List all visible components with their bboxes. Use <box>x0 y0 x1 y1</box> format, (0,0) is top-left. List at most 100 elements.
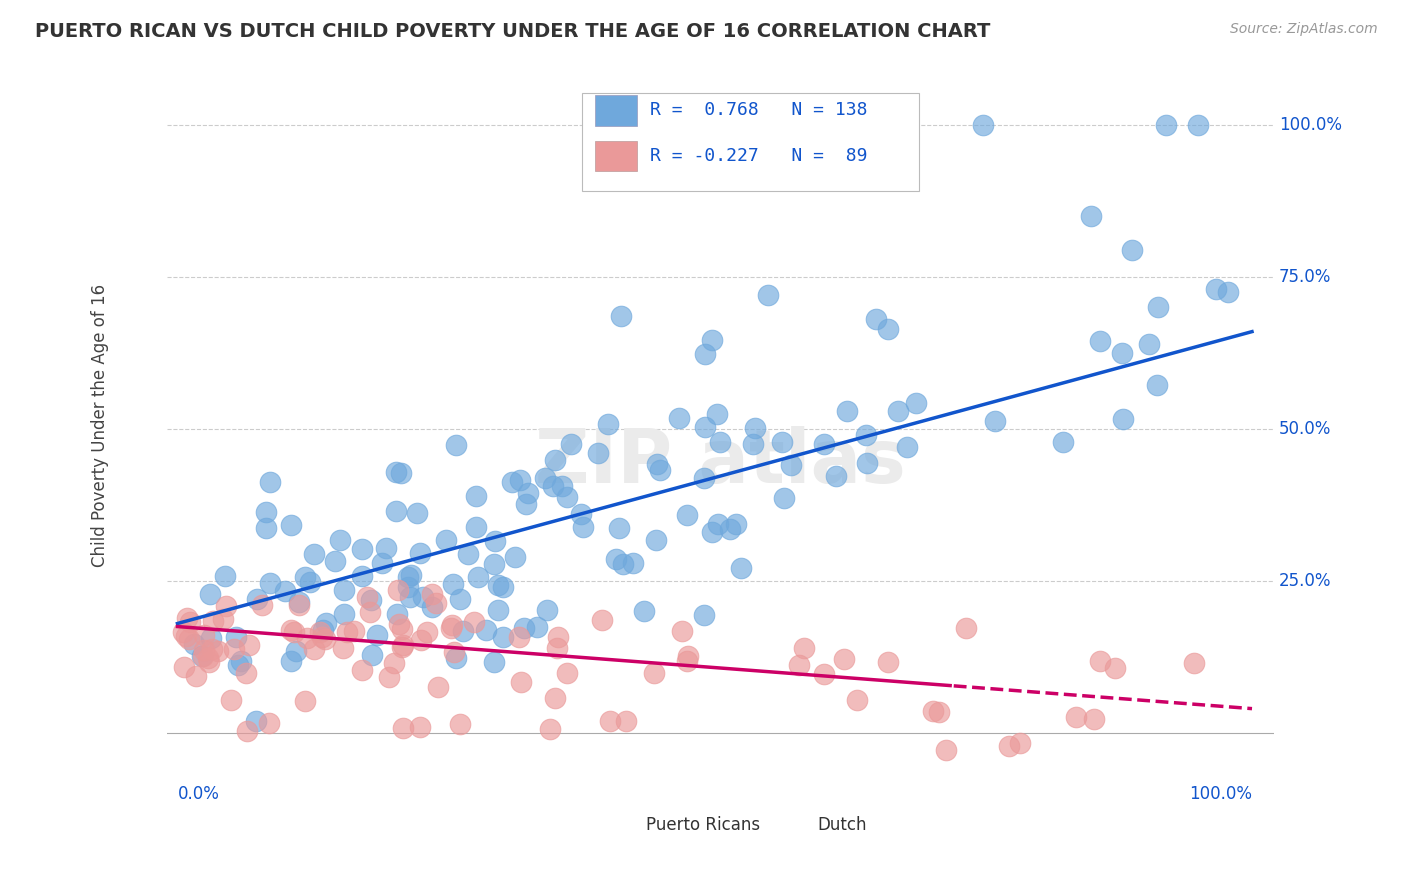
Point <box>225 630 247 644</box>
FancyBboxPatch shape <box>582 93 920 191</box>
Point <box>183 637 205 651</box>
Point <box>224 641 246 656</box>
Point <box>287 598 309 612</box>
Point <box>246 592 269 607</box>
Point <box>284 644 307 658</box>
FancyBboxPatch shape <box>595 141 637 171</box>
Point <box>855 456 877 470</box>
Point <box>709 434 731 449</box>
Text: R = -0.227   N =  89: R = -0.227 N = 89 <box>651 147 868 165</box>
Point <box>813 667 835 681</box>
Point <box>877 655 900 669</box>
Point <box>1104 661 1126 675</box>
Text: 50.0%: 50.0% <box>1279 420 1331 438</box>
Point <box>1147 300 1170 314</box>
Text: Source: ZipAtlas.com: Source: ZipAtlas.com <box>1230 22 1378 37</box>
Point <box>352 663 374 677</box>
Point <box>191 649 214 664</box>
Point <box>254 505 277 519</box>
Point <box>200 642 222 657</box>
Point <box>391 640 413 654</box>
Point <box>198 587 221 601</box>
Point <box>200 631 222 645</box>
Point <box>464 520 486 534</box>
Point <box>294 694 316 708</box>
Text: Dutch: Dutch <box>817 816 868 834</box>
Point <box>1088 654 1111 668</box>
Point <box>463 615 485 629</box>
Point <box>304 642 326 657</box>
Point <box>440 617 463 632</box>
Point <box>922 704 945 718</box>
Point <box>533 471 555 485</box>
Point <box>508 630 530 644</box>
Point <box>546 641 568 656</box>
Point <box>197 655 219 669</box>
Point <box>645 457 668 471</box>
Point <box>557 666 579 681</box>
Point <box>935 742 957 756</box>
Point <box>280 623 302 637</box>
Text: 100.0%: 100.0% <box>1279 116 1341 134</box>
Point <box>387 607 409 622</box>
Point <box>197 651 219 665</box>
Point <box>280 654 302 668</box>
Point <box>193 628 215 642</box>
Point <box>259 576 281 591</box>
Point <box>510 675 533 690</box>
Point <box>427 680 450 694</box>
Point <box>201 614 224 628</box>
Point <box>526 620 548 634</box>
Point <box>793 641 815 656</box>
Point <box>283 625 305 640</box>
Point <box>254 521 277 535</box>
Point <box>609 309 631 323</box>
Point <box>311 630 333 644</box>
Point <box>172 624 194 639</box>
Point <box>700 524 723 539</box>
Point <box>544 452 567 467</box>
Point <box>399 567 422 582</box>
Point <box>215 599 238 613</box>
Point <box>928 706 950 720</box>
Point <box>350 542 373 557</box>
Point <box>179 615 201 629</box>
Point <box>787 658 810 673</box>
Point <box>298 574 321 589</box>
Text: Puerto Ricans: Puerto Ricans <box>645 816 761 834</box>
Point <box>449 716 471 731</box>
Text: 75.0%: 75.0% <box>1279 268 1331 286</box>
Point <box>644 533 666 547</box>
Point <box>356 590 378 604</box>
Point <box>648 463 671 477</box>
Point <box>876 321 898 335</box>
Point <box>1216 285 1239 300</box>
Point <box>191 649 214 664</box>
Point <box>623 556 645 570</box>
Point <box>482 557 505 571</box>
Point <box>693 607 716 622</box>
Point <box>516 486 538 500</box>
Text: R =  0.768   N = 138: R = 0.768 N = 138 <box>651 102 868 120</box>
Point <box>706 407 728 421</box>
Point <box>444 438 467 452</box>
Point <box>770 434 793 449</box>
Point <box>614 714 637 728</box>
Point <box>676 654 699 668</box>
Text: PUERTO RICAN VS DUTCH CHILD POVERTY UNDER THE AGE OF 16 CORRELATION CHART: PUERTO RICAN VS DUTCH CHILD POVERTY UNDE… <box>35 22 990 41</box>
Point <box>475 623 498 637</box>
Point <box>309 625 332 640</box>
Point <box>1137 337 1160 351</box>
Point <box>572 519 595 533</box>
Point <box>406 506 429 520</box>
Point <box>492 580 515 594</box>
Point <box>509 473 531 487</box>
Point <box>855 428 877 442</box>
Point <box>1010 736 1032 750</box>
Point <box>1205 282 1227 296</box>
Point <box>333 607 356 622</box>
Point <box>887 404 910 418</box>
Point <box>984 414 1007 428</box>
Point <box>332 641 354 656</box>
Point <box>678 649 700 664</box>
